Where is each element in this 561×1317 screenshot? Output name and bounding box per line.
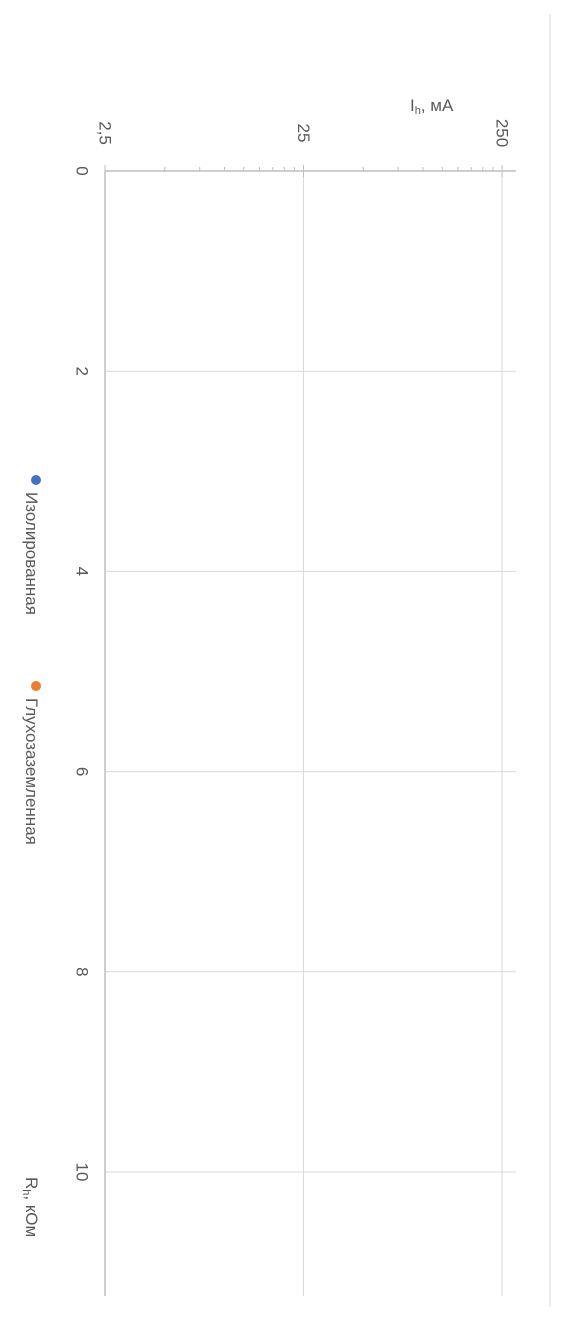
legend-marker-grounded [31,681,41,691]
grid-lines [105,171,516,1296]
x-tick-label: 0 [73,166,92,175]
x-tick-label: 4 [73,567,92,576]
svg-text:Rh, кОм: Rh, кОм [20,1177,41,1237]
x-tick-label: 10 [73,1163,92,1182]
x-tick-label: 6 [73,767,92,776]
x-tick-label: 2 [73,366,92,375]
axes [104,165,516,1296]
y-tick-labels: 2,5 25 250 [96,119,512,147]
y-tick-label: 250 [493,119,512,147]
y-axis-title: Ih, мА [410,96,454,117]
legend-marker-isolated [31,475,41,485]
x-axis-title: Rh, кОм [20,1177,41,1237]
legend: Изолированная Глухозаземленная [22,475,41,845]
y-tick-label: 25 [294,124,313,143]
x-tick-labels: 0 2 4 6 8 10 [73,166,92,1181]
x-tick-label: 8 [73,967,92,976]
y-tick-label: 2,5 [96,121,115,145]
legend-label-grounded: Глухозаземленная [22,698,41,845]
legend-label-isolated: Изолированная [22,492,41,615]
